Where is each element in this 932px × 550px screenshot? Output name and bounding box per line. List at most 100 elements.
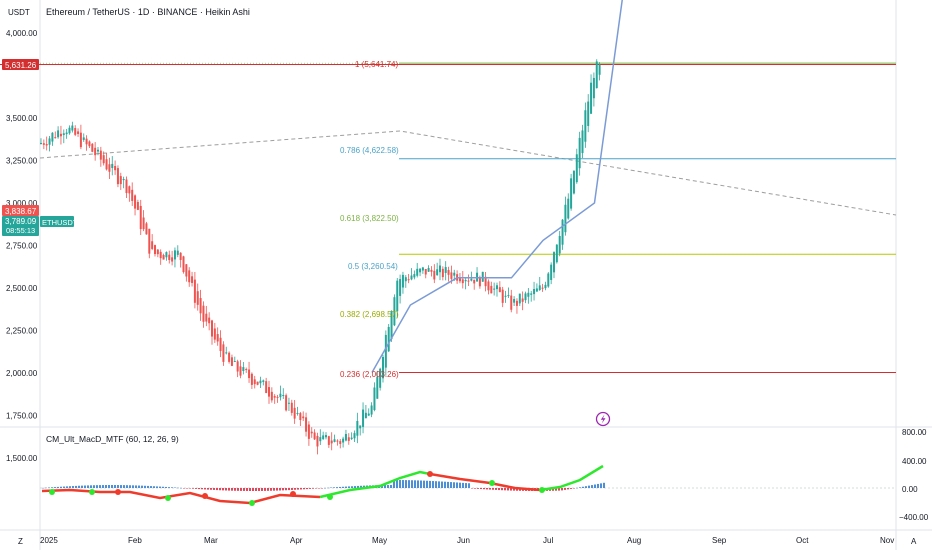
- candle-body[interactable]: [199, 298, 202, 314]
- candle-body[interactable]: [108, 164, 111, 172]
- candle-body[interactable]: [461, 279, 464, 284]
- candle-body[interactable]: [410, 275, 413, 280]
- candle-body[interactable]: [325, 435, 327, 438]
- candle-body[interactable]: [290, 402, 293, 413]
- macd-layer[interactable]: [40, 464, 896, 506]
- candle-body[interactable]: [524, 293, 527, 301]
- candle-body[interactable]: [439, 265, 441, 273]
- candle-body[interactable]: [533, 288, 536, 295]
- candle-body[interactable]: [299, 413, 302, 420]
- candle-body[interactable]: [473, 279, 476, 284]
- candle-body[interactable]: [262, 380, 265, 382]
- candle-body[interactable]: [322, 435, 325, 440]
- candle-body[interactable]: [54, 137, 57, 139]
- candle-body[interactable]: [393, 297, 396, 326]
- auto-scale-button[interactable]: A: [911, 537, 917, 546]
- macd-line-segment[interactable]: [41, 488, 321, 505]
- candle-body[interactable]: [74, 128, 77, 135]
- candle-body[interactable]: [333, 439, 336, 442]
- candle-body[interactable]: [467, 280, 470, 282]
- candle-body[interactable]: [82, 137, 85, 140]
- candle-body[interactable]: [553, 252, 555, 273]
- candle-body[interactable]: [179, 252, 182, 260]
- candle-body[interactable]: [376, 376, 379, 399]
- candle-body[interactable]: [151, 241, 154, 249]
- candle-body[interactable]: [382, 356, 384, 379]
- candles-layer[interactable]: [40, 59, 601, 455]
- candle-body[interactable]: [572, 170, 575, 194]
- candle-body[interactable]: [444, 267, 447, 273]
- candle-body[interactable]: [225, 352, 228, 354]
- candle-body[interactable]: [282, 395, 285, 397]
- candle-body[interactable]: [464, 279, 467, 282]
- candle-body[interactable]: [581, 130, 584, 154]
- candle-body[interactable]: [116, 168, 119, 185]
- candle-body[interactable]: [484, 276, 487, 287]
- candle-body[interactable]: [367, 413, 370, 416]
- candle-body[interactable]: [182, 256, 185, 273]
- candle-body[interactable]: [592, 77, 595, 99]
- trendline-layer[interactable]: [39, 130, 897, 216]
- candle-body[interactable]: [390, 311, 393, 340]
- candle-body[interactable]: [404, 277, 407, 282]
- candle-body[interactable]: [362, 409, 365, 427]
- projection-path[interactable]: [371, 0, 751, 373]
- candle-body[interactable]: [296, 412, 299, 414]
- candle-body[interactable]: [401, 274, 404, 288]
- candle-body[interactable]: [268, 387, 270, 397]
- candle-body[interactable]: [142, 217, 145, 230]
- candle-body[interactable]: [399, 279, 402, 296]
- candle-body[interactable]: [253, 379, 256, 385]
- candle-body[interactable]: [185, 264, 188, 277]
- candle-body[interactable]: [507, 295, 510, 297]
- candle-body[interactable]: [430, 269, 433, 272]
- candle-body[interactable]: [344, 433, 347, 441]
- candle-body[interactable]: [154, 245, 156, 255]
- candle-body[interactable]: [287, 402, 290, 404]
- candle-body[interactable]: [193, 279, 196, 303]
- candle-body[interactable]: [387, 326, 390, 352]
- candle-body[interactable]: [538, 285, 541, 290]
- lightning-icon[interactable]: [595, 411, 611, 427]
- candle-body[interactable]: [515, 300, 518, 306]
- candle-body[interactable]: [450, 272, 453, 279]
- candle-body[interactable]: [65, 132, 68, 135]
- candle-body[interactable]: [567, 198, 570, 219]
- price-axis[interactable]: 6,000.005,750.005,500.005,250.005,000.00…: [6, 0, 38, 463]
- candle-body[interactable]: [191, 276, 194, 283]
- candle-body[interactable]: [373, 387, 376, 411]
- candle-body[interactable]: [356, 420, 359, 436]
- candle-body[interactable]: [216, 334, 219, 342]
- candle-body[interactable]: [202, 305, 205, 322]
- candle-body[interactable]: [353, 433, 356, 439]
- candle-body[interactable]: [364, 412, 367, 419]
- candle-body[interactable]: [205, 313, 208, 322]
- candle-body[interactable]: [128, 186, 131, 194]
- candle-body[interactable]: [342, 438, 345, 443]
- candle-body[interactable]: [336, 440, 339, 442]
- candle-body[interactable]: [487, 281, 490, 291]
- candle-body[interactable]: [213, 328, 216, 340]
- candle-body[interactable]: [97, 149, 99, 152]
- candle-body[interactable]: [530, 293, 533, 295]
- candle-body[interactable]: [416, 268, 419, 276]
- candle-body[interactable]: [265, 381, 268, 393]
- candle-body[interactable]: [105, 159, 108, 170]
- candle-body[interactable]: [239, 366, 242, 376]
- candle-body[interactable]: [259, 380, 262, 384]
- candle-body[interactable]: [521, 298, 524, 302]
- candle-body[interactable]: [302, 416, 305, 419]
- candle-body[interactable]: [171, 257, 174, 262]
- candle-body[interactable]: [550, 264, 553, 280]
- candle-body[interactable]: [91, 143, 94, 152]
- candle-body[interactable]: [134, 195, 137, 209]
- candle-body[interactable]: [453, 272, 456, 276]
- candle-body[interactable]: [421, 267, 424, 271]
- candle-body[interactable]: [196, 291, 199, 305]
- candle-body[interactable]: [71, 125, 74, 131]
- candle-body[interactable]: [125, 179, 128, 194]
- candle-body[interactable]: [305, 417, 308, 432]
- candle-body[interactable]: [478, 277, 481, 287]
- candle-body[interactable]: [148, 228, 151, 254]
